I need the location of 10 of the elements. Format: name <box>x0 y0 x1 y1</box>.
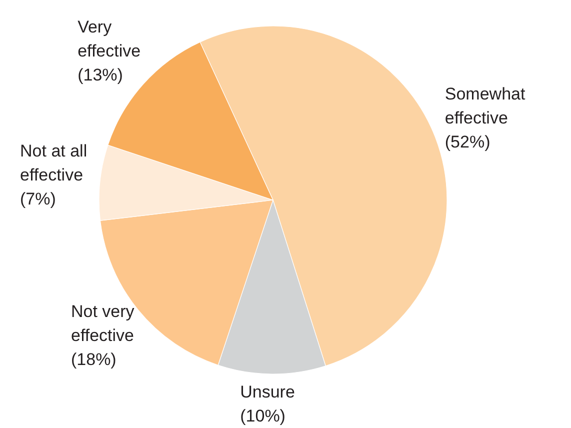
slice-label: Very effective <box>78 17 141 60</box>
data-label: (10%) <box>240 406 286 426</box>
slice-label: Not very effective <box>71 302 135 345</box>
slice-label: Somewhat effective <box>444 84 526 128</box>
data-label: (7%) <box>20 189 56 208</box>
slice-label: Not at all effective <box>20 141 88 184</box>
data-label: (52%) <box>444 132 490 152</box>
slice-label: Unsure <box>240 382 295 402</box>
data-label: (13%) <box>78 65 123 84</box>
data-label: (18%) <box>71 350 116 369</box>
